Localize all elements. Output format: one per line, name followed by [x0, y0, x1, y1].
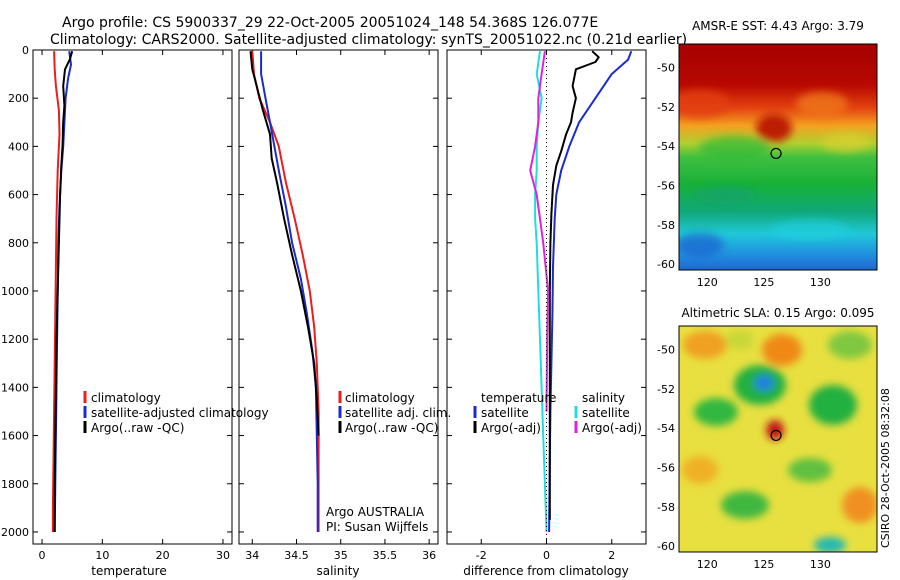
legend-label-climatology: climatology	[91, 391, 161, 405]
x-tick-label: 2	[608, 549, 615, 562]
temperature-plot-frame	[32, 49, 233, 545]
y-tick-label: 1000	[1, 285, 29, 298]
legend-label-satellite: satellite adj. clim.	[345, 406, 451, 420]
series-line	[51, 51, 61, 532]
y-tick-label: -58	[657, 219, 675, 232]
x-tick-label: 36	[422, 549, 436, 562]
series-line	[529, 51, 550, 412]
x-tick-label: 0	[543, 549, 550, 562]
x-tick-label: 30	[216, 549, 230, 562]
y-tick-label: -52	[657, 101, 675, 114]
sla-map-title: Altimetric SLA: 0.15 Argo: 0.095	[681, 306, 874, 320]
argo-location-marker	[770, 429, 782, 442]
y-tick-label: 1400	[1, 381, 29, 394]
y-tick-label: 2000	[1, 526, 29, 539]
x-tick-label: 125	[753, 276, 774, 289]
x-tick-label: -2	[476, 549, 487, 562]
sla-map-frame	[678, 325, 878, 553]
sst-map-title: AMSR-E SST: 4.43 Argo: 3.79	[692, 19, 864, 33]
legend-label-climatology: climatology	[345, 391, 415, 405]
sst-texture	[679, 90, 870, 257]
temperature-legend: climatology satellite-adjusted climatolo…	[83, 391, 269, 435]
y-tick-label: 1800	[1, 478, 29, 491]
credit-timestamp: CSIRO 28-Oct-2005 08:32:08	[879, 388, 892, 548]
y-tick-label: 1600	[1, 430, 29, 443]
y-tick-label: 200	[8, 92, 29, 105]
y-tick-label: -60	[657, 540, 675, 553]
series-line	[534, 51, 548, 533]
x-tick-label: 35.5	[373, 549, 398, 562]
temperature-axis-label: temperature	[91, 564, 166, 578]
y-tick-label: 800	[8, 237, 29, 250]
difference-axis-label: difference from climatology	[463, 564, 629, 578]
x-tick-label: 130	[810, 276, 831, 289]
y-tick-label: -56	[657, 179, 675, 192]
series-line	[260, 51, 319, 532]
y-tick-label: 1200	[1, 333, 29, 346]
legend-label-satellite: satellite-adjusted climatology	[91, 406, 269, 420]
legend-label-temp-satellite: satellite	[481, 406, 529, 420]
header-line-1: Argo profile: CS 5900337_29 22-Oct-2005 …	[62, 15, 598, 31]
difference-legend: temperature satellite Argo(-adj) salinit…	[473, 391, 642, 435]
x-tick-label: 130	[810, 558, 831, 571]
salinity-plot-frame	[238, 49, 439, 545]
legend-title-salinity: salinity	[582, 391, 625, 405]
salinity-legend: climatology satellite adj. clim. Argo(..…	[326, 391, 451, 534]
y-tick-label: -50	[657, 62, 675, 75]
y-tick-label: 600	[8, 189, 29, 202]
sla-map	[679, 326, 877, 552]
profile-series	[51, 50, 633, 533]
pi-note: PI: Susan Wijffels	[326, 520, 428, 534]
x-tick-label: 35	[334, 549, 348, 562]
y-tick-label: -54	[657, 140, 675, 153]
difference-plot-frame	[446, 49, 647, 545]
y-tick-label: -52	[657, 383, 675, 396]
y-tick-label: -54	[657, 422, 675, 435]
sst-map-frame	[678, 43, 878, 271]
series-line	[53, 50, 74, 532]
x-tick-label: 125	[753, 558, 774, 571]
legend-label-sal-satellite: satellite	[582, 406, 630, 420]
x-tick-label: 120	[697, 558, 718, 571]
series-line	[548, 50, 600, 520]
salinity-axis-label: salinity	[316, 564, 359, 578]
legend-label-argo: Argo(..raw -QC)	[345, 421, 438, 435]
argo-location-marker	[770, 147, 782, 160]
series-line	[249, 51, 320, 436]
axis-ticks: 0 10 20 30020040060080010001200140016001800…	[1, 44, 831, 571]
x-tick-label: 120	[697, 276, 718, 289]
y-tick-label: -50	[657, 344, 675, 357]
legend-label-temp-argo: Argo(-adj)	[481, 421, 541, 435]
y-tick-label: 0	[22, 44, 29, 57]
y-tick-label: -60	[657, 258, 675, 271]
series-line	[548, 50, 633, 533]
y-tick-label: -56	[657, 461, 675, 474]
y-tick-label: -58	[657, 501, 675, 514]
y-tick-label: 400	[8, 140, 29, 153]
legend-label-argo: Argo(..raw -QC)	[91, 421, 184, 435]
x-tick-label: 20	[156, 549, 170, 562]
x-tick-label: 34.5	[284, 549, 309, 562]
argo-australia-note: Argo AUSTRALIA	[326, 505, 425, 519]
legend-label-sal-argo: Argo(-adj)	[582, 421, 642, 435]
x-tick-label: 10	[95, 549, 109, 562]
legend-title-temperature: temperature	[481, 391, 556, 405]
x-tick-label: 0	[39, 549, 46, 562]
sst-map	[679, 44, 877, 270]
x-tick-label: 34	[245, 549, 259, 562]
header-line-2: Climatology: CARS2000. Satellite-adjuste…	[50, 32, 687, 48]
series-line	[251, 51, 320, 532]
